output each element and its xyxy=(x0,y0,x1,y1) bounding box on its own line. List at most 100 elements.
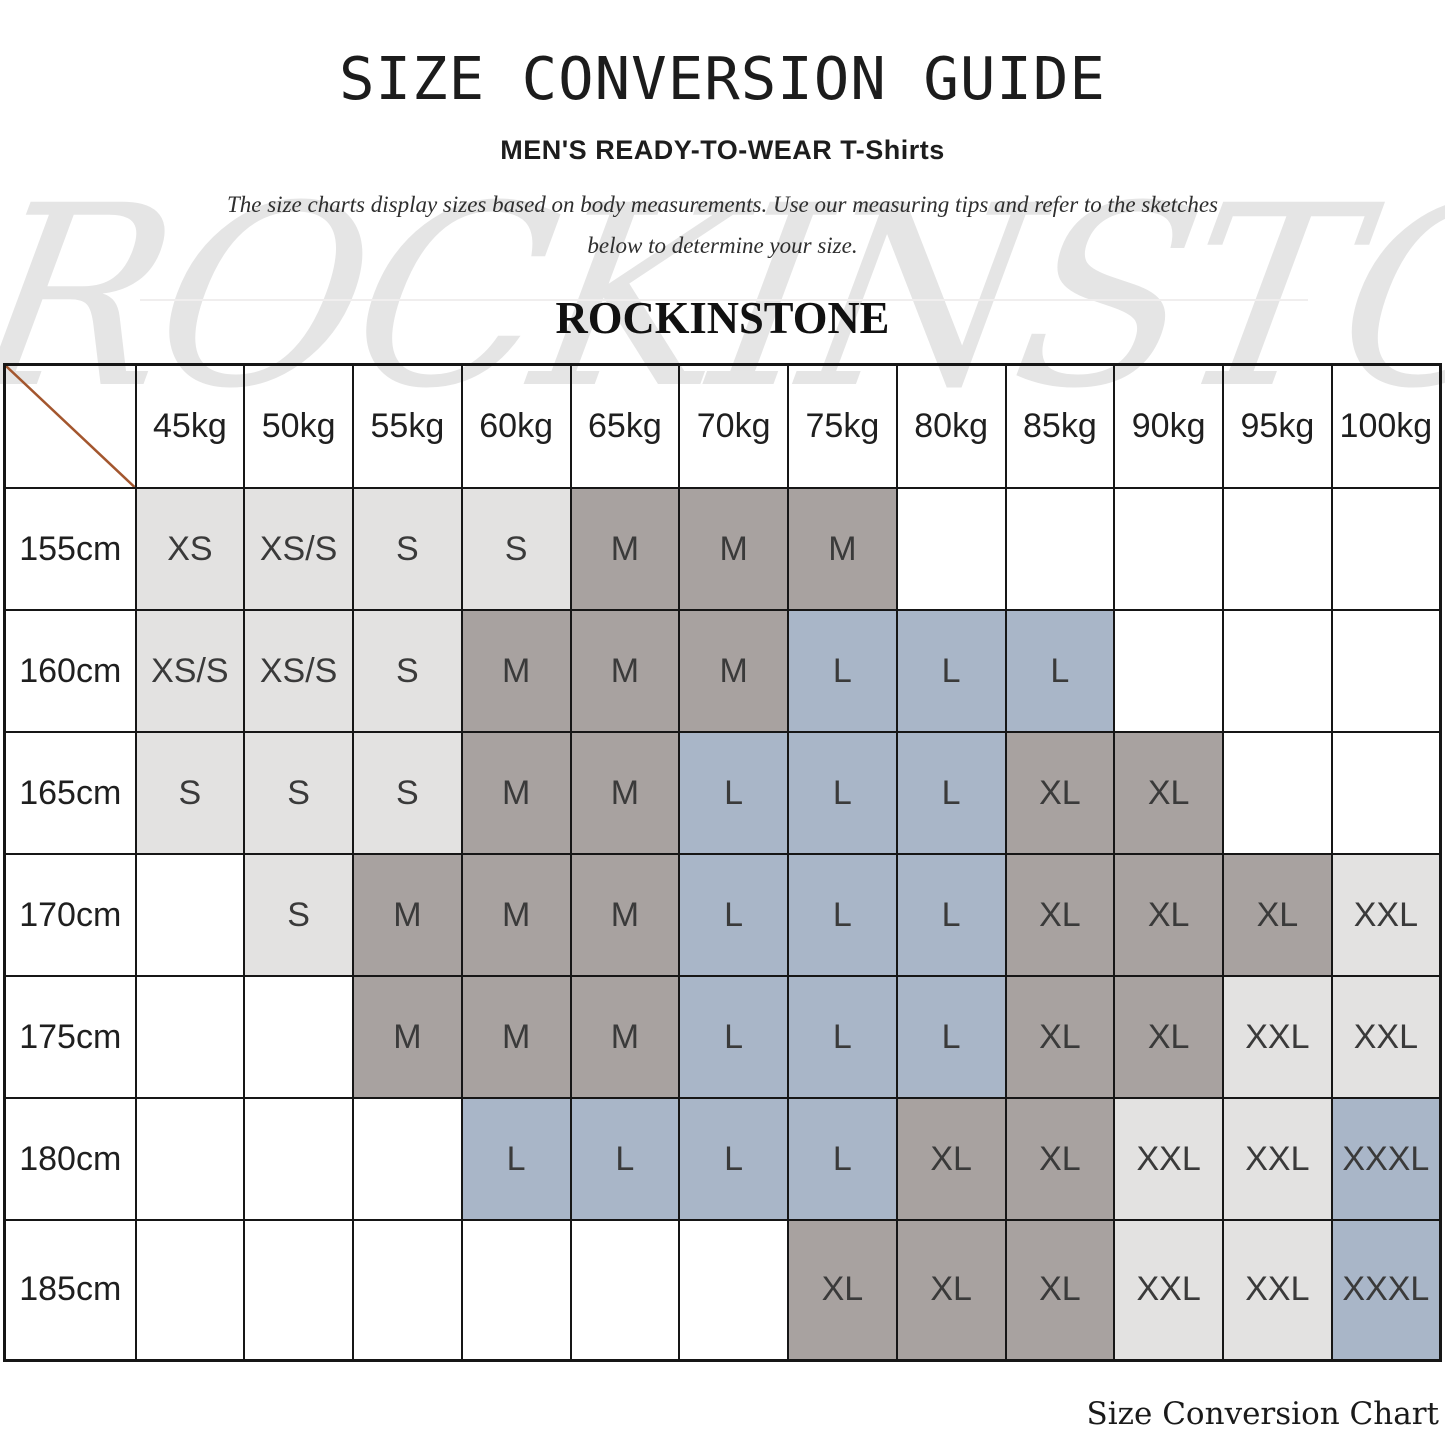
size-cell: L xyxy=(895,975,1007,1099)
size-cell: S xyxy=(352,609,463,733)
empty-cell xyxy=(352,1219,463,1361)
table-row: 175cm M M M L L L XL XL XXL XXL xyxy=(3,975,1442,1099)
size-cell: XL xyxy=(1113,853,1224,977)
weight-header-row: 45kg 50kg 55kg 60kg 65kg 70kg 75kg 80kg 85kg 90kg… xyxy=(3,363,1442,489)
size-cell: XL xyxy=(1004,853,1116,977)
empty-cell xyxy=(460,1219,572,1361)
corner-diagonal-cell xyxy=(3,363,137,489)
weight-header: 60kg xyxy=(460,363,572,489)
size-cell: XXXL xyxy=(1330,1219,1442,1361)
size-cell: L xyxy=(1004,609,1116,733)
size-cell: L xyxy=(569,1097,681,1221)
size-cell: M xyxy=(569,487,681,611)
height-header: 170cm xyxy=(3,853,137,977)
height-header: 155cm xyxy=(3,487,137,611)
size-cell: XS/S xyxy=(134,609,246,733)
size-cell: M xyxy=(569,975,681,1099)
size-cell: XL xyxy=(895,1097,1007,1221)
size-cell: L xyxy=(678,1097,789,1221)
size-cell: XXL xyxy=(1330,975,1442,1099)
size-cell: M xyxy=(460,853,572,977)
weight-header: 65kg xyxy=(569,363,681,489)
weight-header: 45kg xyxy=(134,363,246,489)
height-header: 180cm xyxy=(3,1097,137,1221)
size-cell: M xyxy=(678,487,789,611)
table-row: 155cm XS XS/S S S M M M xyxy=(3,487,1442,611)
empty-cell xyxy=(352,1097,463,1221)
empty-cell xyxy=(1330,609,1442,733)
weight-header: 80kg xyxy=(895,363,1007,489)
empty-cell xyxy=(243,1219,354,1361)
height-header: 185cm xyxy=(3,1219,137,1361)
empty-cell xyxy=(1004,487,1116,611)
size-cell: L xyxy=(460,1097,572,1221)
table-row: 165cm S S S M M L L L XL XL xyxy=(3,731,1442,855)
size-cell: XS xyxy=(134,487,246,611)
size-cell: XXL xyxy=(1222,1097,1333,1221)
size-cell: XL xyxy=(1113,975,1224,1099)
size-cell: L xyxy=(787,731,898,855)
table-row: 170cm S M M M L L L XL XL XL XXL xyxy=(3,853,1442,977)
size-cell: L xyxy=(895,731,1007,855)
empty-cell xyxy=(569,1219,681,1361)
weight-header: 75kg xyxy=(787,363,898,489)
size-cell: M xyxy=(569,609,681,733)
size-cell: XL xyxy=(1222,853,1333,977)
page-title: SIZE CONVERSION GUIDE xyxy=(339,43,1106,113)
empty-cell xyxy=(1222,609,1333,733)
empty-cell xyxy=(134,1097,246,1221)
empty-cell xyxy=(1113,487,1224,611)
table-row: 180cm L L L L XL XL XXL XXL XXXL xyxy=(3,1097,1442,1221)
size-cell: XXL xyxy=(1330,853,1442,977)
empty-cell xyxy=(1222,731,1333,855)
height-header: 160cm xyxy=(3,609,137,733)
size-cell: S xyxy=(352,731,463,855)
size-cell: XL xyxy=(787,1219,898,1361)
size-cell: S xyxy=(134,731,246,855)
size-cell: XL xyxy=(895,1219,1007,1361)
size-cell: L xyxy=(895,853,1007,977)
empty-cell xyxy=(134,853,246,977)
empty-cell xyxy=(1222,487,1333,611)
size-cell: XS/S xyxy=(243,609,354,733)
empty-cell xyxy=(243,975,354,1099)
diagonal-line-icon xyxy=(6,366,135,487)
description-line-2: below to determine your size. xyxy=(587,233,858,258)
size-cell: M xyxy=(352,853,463,977)
chart-caption: Size Conversion Chart xyxy=(1086,1396,1439,1432)
empty-cell xyxy=(678,1219,789,1361)
divider-line xyxy=(140,299,1308,301)
size-cell: XL xyxy=(1113,731,1224,855)
size-conversion-table: 45kg 50kg 55kg 60kg 65kg 70kg 75kg 80kg 85kg 90kg… xyxy=(3,363,1442,1362)
brand-name: ROCKINSTONE xyxy=(555,292,890,343)
empty-cell xyxy=(1113,609,1224,733)
weight-header: 55kg xyxy=(352,363,463,489)
size-cell: S xyxy=(243,731,354,855)
size-cell: XXL xyxy=(1222,975,1333,1099)
table-row: 185cm XL XL XL XXL XXL XXXL xyxy=(3,1219,1442,1361)
size-cell: XXL xyxy=(1113,1097,1224,1221)
size-cell: XXL xyxy=(1113,1219,1224,1361)
size-cell: XS/S xyxy=(243,487,354,611)
size-cell: L xyxy=(787,609,898,733)
size-cell: L xyxy=(678,975,789,1099)
height-header: 175cm xyxy=(3,975,137,1099)
size-cell: L xyxy=(895,609,1007,733)
size-cell: S xyxy=(243,853,354,977)
size-cell: M xyxy=(460,975,572,1099)
weight-header: 85kg xyxy=(1004,363,1116,489)
size-cell: L xyxy=(787,1097,898,1221)
size-cell: M xyxy=(569,853,681,977)
size-cell: L xyxy=(787,975,898,1099)
size-cell: XL xyxy=(1004,975,1116,1099)
size-cell: XXXL xyxy=(1330,1097,1442,1221)
table-row: 160cm XS/S XS/S S M M M L L L xyxy=(3,609,1442,733)
size-cell: XXL xyxy=(1222,1219,1333,1361)
height-header: 165cm xyxy=(3,731,137,855)
empty-cell xyxy=(895,487,1007,611)
empty-cell xyxy=(134,1219,246,1361)
empty-cell xyxy=(134,975,246,1099)
size-cell: XL xyxy=(1004,1097,1116,1221)
empty-cell xyxy=(1330,731,1442,855)
